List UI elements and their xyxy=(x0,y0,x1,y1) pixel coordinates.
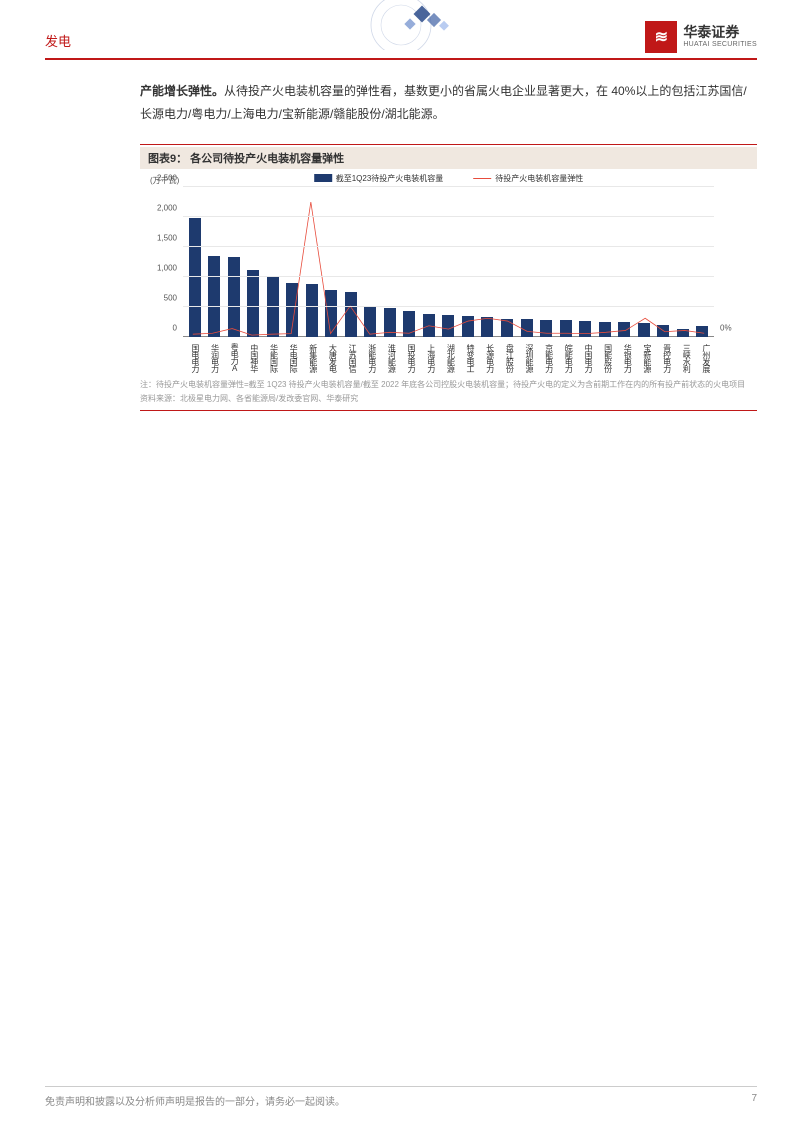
legend-bar-label: 截至1Q23待投产火电装机容量 xyxy=(336,173,444,184)
x-label: 国能股份 xyxy=(600,339,612,377)
chart-note-2: 资料来源：北极星电力网、各省能源局/发改委官网、华泰研究 xyxy=(140,393,757,406)
x-label: 粤电力A xyxy=(226,339,238,377)
elasticity-line xyxy=(193,202,704,335)
legend-bar-item: 截至1Q23待投产火电装机容量 xyxy=(314,173,444,184)
logo-text: 华泰证券 HUATAI SECURITIES xyxy=(683,25,757,48)
page-footer: 免责声明和披露以及分析师声明是报告的一部分，请务必一起阅读。 7 xyxy=(45,1086,757,1108)
x-label: 京能电力 xyxy=(541,339,553,377)
x-label: 华能国际 xyxy=(265,339,277,377)
x-axis-labels: 国电电力华润电力粤电力A 中国神华华能国际华电国际新集能源大唐发电江苏国信浙能电力… xyxy=(183,339,714,377)
chart-container: (万千瓦) 截至1Q23待投产火电装机容量 待投产火电装机容量弹性 05001,… xyxy=(140,169,757,412)
legend-line-item: 待投产火电装机容量弹性 xyxy=(473,173,583,184)
legend-line-swatch xyxy=(473,178,491,179)
para-rest: 从待投产火电装机容量的弹性看，基数更小的省属火电企业显著更大，在 40%以上的包… xyxy=(140,84,747,121)
x-label: 中国神华 xyxy=(246,339,258,377)
company-name-en: HUATAI SECURITIES xyxy=(683,41,757,49)
x-label: 宝新能源 xyxy=(639,339,651,377)
y-axis-right-ticks: 0%100%200%300%400%500%600%700%800% xyxy=(717,187,752,337)
y-left-tick: 500 xyxy=(164,293,177,302)
x-label: 晋控电力 xyxy=(659,339,671,377)
legend-line-label: 待投产火电装机容量弹性 xyxy=(495,173,583,184)
x-label: 特变电工 xyxy=(462,339,474,377)
company-logo-block: ≋ 华泰证券 HUATAI SECURITIES xyxy=(645,21,757,53)
x-label: 上海电力 xyxy=(423,339,435,377)
body-paragraph: 产能增长弹性。从待投产火电装机容量的弹性看，基数更小的省属火电企业显著更大，在 … xyxy=(140,80,757,126)
y-left-tick: 2,500 xyxy=(157,173,177,182)
x-label: 广州发展 xyxy=(698,339,710,377)
x-label: 新集能源 xyxy=(305,339,317,377)
y-left-tick: 0 xyxy=(173,323,177,332)
x-label: 国投电力 xyxy=(403,339,415,377)
header-decoration xyxy=(301,0,501,50)
para-bold: 产能增长弹性。 xyxy=(140,84,224,98)
plot-area xyxy=(183,187,714,337)
chart-legend: 截至1Q23待投产火电装机容量 待投产火电装机容量弹性 xyxy=(314,173,584,184)
x-label: 皖能电力 xyxy=(560,339,572,377)
x-label: 深圳能源 xyxy=(521,339,533,377)
grid-line xyxy=(183,306,714,307)
page-header: 发电 ≋ 华泰证券 HUATAI SECURITIES xyxy=(45,0,757,60)
category-label: 发电 xyxy=(45,31,71,50)
legend-bar-swatch xyxy=(314,174,332,182)
chart-title-bar: 图表9： 各公司待投产火电装机容量弹性 xyxy=(140,144,757,169)
x-label: 大唐发电 xyxy=(324,339,336,377)
x-label: 淮河能源 xyxy=(383,339,395,377)
company-name-cn: 华泰证券 xyxy=(683,25,757,40)
x-label: 长源电力 xyxy=(482,339,494,377)
page-number: 7 xyxy=(751,1093,757,1108)
footer-disclaimer: 免责声明和披露以及分析师声明是报告的一部分，请务必一起阅读。 xyxy=(45,1093,345,1108)
grid-line xyxy=(183,276,714,277)
chart-note-1: 注：待投产火电装机容量弹性=截至 1Q23 待投产火电装机容量/截至 2022 … xyxy=(140,379,757,392)
x-label: 湖北能源 xyxy=(442,339,454,377)
x-label: 三峡水利 xyxy=(678,339,690,377)
x-label: 华电国际 xyxy=(285,339,297,377)
y-left-tick: 1,500 xyxy=(157,233,177,242)
y-left-tick: 1,000 xyxy=(157,263,177,272)
line-overlay xyxy=(183,187,714,337)
x-label: 江苏国信 xyxy=(344,339,356,377)
chart-title: 图表9： 各公司待投产火电装机容量弹性 xyxy=(140,147,757,169)
grid-line xyxy=(183,186,714,187)
logo-icon: ≋ xyxy=(645,21,677,53)
x-label: 华银电力 xyxy=(619,339,631,377)
main-content: 产能增长弹性。从待投产火电装机容量的弹性看，基数更小的省属火电企业显著更大，在 … xyxy=(0,60,802,411)
chart-area: (万千瓦) 截至1Q23待投产火电装机容量 待投产火电装机容量弹性 05001,… xyxy=(145,177,752,377)
x-label: 国电电力 xyxy=(187,339,199,377)
x-label: 华润电力 xyxy=(206,339,218,377)
y-right-tick: 0% xyxy=(720,323,732,332)
x-label: 中国电力 xyxy=(580,339,592,377)
grid-line xyxy=(183,246,714,247)
grid-line xyxy=(183,216,714,217)
x-label: 浙能电力 xyxy=(364,339,376,377)
x-label: 盘江股份 xyxy=(501,339,513,377)
y-left-tick: 2,000 xyxy=(157,203,177,212)
y-axis-left-ticks: 05001,0001,5002,0002,500 xyxy=(145,187,180,337)
